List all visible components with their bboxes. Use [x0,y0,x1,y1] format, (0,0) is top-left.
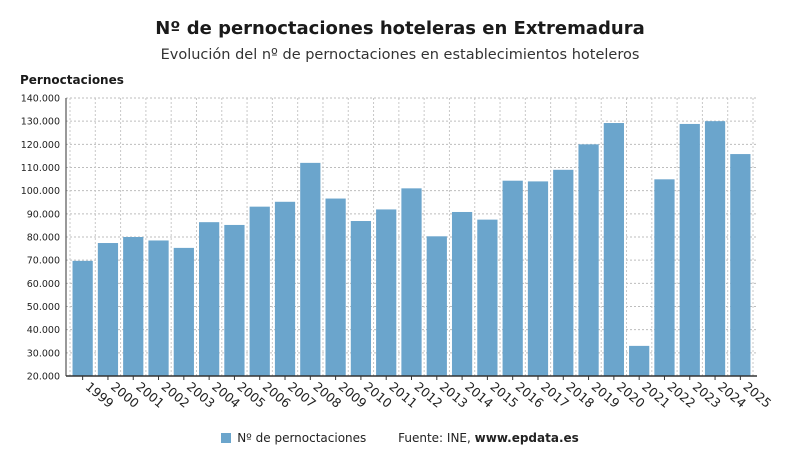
bar [123,237,144,376]
x-tick-label: 2020 [614,379,648,411]
x-tick-label: 2005 [234,379,268,411]
x-tick-label: 2023 [690,379,724,411]
x-tick-label: 2004 [209,379,243,411]
y-tick-label: 90.000 [27,209,60,220]
source-label: Fuente: INE, [398,431,471,445]
bar [603,123,624,377]
bar [553,169,574,376]
x-tick-label: 2010 [361,379,395,411]
bar [730,154,751,376]
x-tick-label: 2006 [260,379,294,411]
bar [426,236,447,376]
bar [578,144,599,376]
x-tick-label: 2014 [462,379,496,411]
x-tick-label: 2016 [513,379,547,411]
bar [350,221,372,376]
source-site: www.epdata.es [474,431,579,445]
x-tick-label: 2025 [740,379,774,411]
source-note: Fuente: INE, www.epdata.es [398,431,579,445]
bar [249,206,270,376]
bar [704,121,726,377]
x-tick-label: 2022 [665,379,699,411]
chart-title: Nº de pernoctaciones hoteleras en Extrem… [155,18,645,39]
x-tick-label: 2008 [310,379,344,411]
x-tick-label: 2015 [487,379,521,411]
bar [629,345,650,376]
legend: Nº de pernoctaciones Fuente: INE, www.ep… [0,431,800,445]
x-tick-label: 2024 [715,379,749,411]
bar [72,260,93,376]
bar [654,179,675,376]
x-tick-label: 2002 [159,379,193,411]
y-tick-label: 120.000 [21,140,60,151]
x-tick-label: 1999 [83,379,117,411]
bars [72,121,751,377]
bar [173,247,194,376]
x-tick-label: 2007 [285,379,319,411]
y-tick-label: 130.000 [21,117,60,128]
x-tick-label: 2009 [336,379,370,411]
x-tick-label: 2012 [412,379,446,411]
x-tick-label: 2019 [589,379,623,411]
chart-subtitle: Evolución del nº de pernoctaciones en es… [160,47,640,63]
bar [401,188,422,376]
bar [527,181,549,376]
x-tick-label: 2018 [563,379,597,411]
x-tick-label: 2013 [437,379,471,411]
y-tick-label: 30.000 [27,348,60,359]
x-tick-label: 2000 [108,379,142,411]
y-tick-label: 60.000 [27,279,60,290]
bar [376,209,397,376]
bar [477,219,498,376]
y-tick-label: 140.000 [21,94,60,105]
bar [274,201,296,376]
bar [679,123,700,377]
x-tick-label: 2003 [184,379,218,411]
y-tick-label: 110.000 [21,163,60,174]
legend-label: Nº de pernoctaciones [237,431,367,445]
y-tick-label: 70.000 [27,256,60,267]
y-tick-label: 50.000 [27,302,60,313]
bar [502,180,523,376]
x-tick-label: 2011 [386,379,420,411]
y-axis-label: Pernoctaciones [20,73,124,87]
bar [199,222,220,376]
x-tick-label: 2001 [133,379,167,411]
y-tick-label: 100.000 [21,186,60,197]
legend-swatch [221,433,232,443]
bar [300,162,321,376]
bar [97,243,119,376]
bar [224,224,245,376]
x-tick-label: 2021 [639,379,673,411]
x-tick-label: 2017 [538,379,572,411]
bar [451,211,473,376]
bar [325,198,346,376]
bar [148,240,169,376]
y-tick-label: 80.000 [27,233,60,244]
y-tick-label: 20.000 [27,372,60,383]
bar-chart: 20.000 30.000 40.000 50.000 60.000 70.000 80.0… [21,94,775,411]
y-tick-label: 40.000 [27,325,60,336]
